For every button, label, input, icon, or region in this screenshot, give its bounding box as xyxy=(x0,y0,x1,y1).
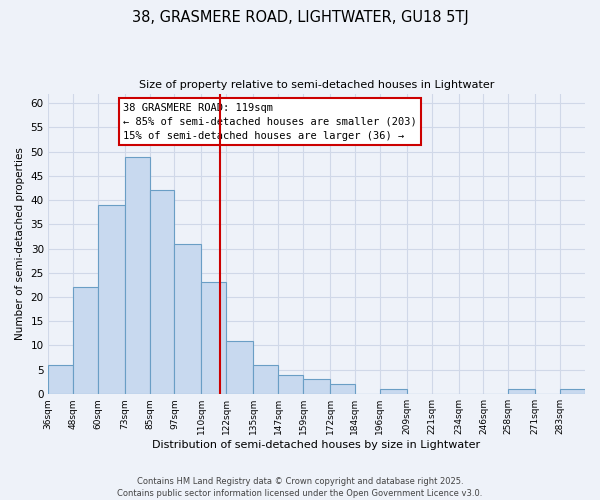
Bar xyxy=(202,282,226,394)
Bar xyxy=(226,340,253,394)
Text: 38, GRASMERE ROAD, LIGHTWATER, GU18 5TJ: 38, GRASMERE ROAD, LIGHTWATER, GU18 5TJ xyxy=(131,10,469,25)
Text: Contains HM Land Registry data © Crown copyright and database right 2025.
Contai: Contains HM Land Registry data © Crown c… xyxy=(118,476,482,498)
Bar xyxy=(278,374,303,394)
Bar xyxy=(380,389,407,394)
Bar xyxy=(48,365,73,394)
Y-axis label: Number of semi-detached properties: Number of semi-detached properties xyxy=(15,148,25,340)
Bar xyxy=(125,156,149,394)
Bar xyxy=(303,380,330,394)
Bar xyxy=(98,205,125,394)
Title: Size of property relative to semi-detached houses in Lightwater: Size of property relative to semi-detach… xyxy=(139,80,494,90)
Bar xyxy=(175,244,202,394)
Bar xyxy=(253,365,278,394)
Bar xyxy=(560,389,585,394)
Bar xyxy=(149,190,175,394)
X-axis label: Distribution of semi-detached houses by size in Lightwater: Distribution of semi-detached houses by … xyxy=(152,440,481,450)
Text: 38 GRASMERE ROAD: 119sqm
← 85% of semi-detached houses are smaller (203)
15% of : 38 GRASMERE ROAD: 119sqm ← 85% of semi-d… xyxy=(123,102,417,141)
Bar xyxy=(73,288,98,394)
Bar xyxy=(508,389,535,394)
Bar xyxy=(330,384,355,394)
